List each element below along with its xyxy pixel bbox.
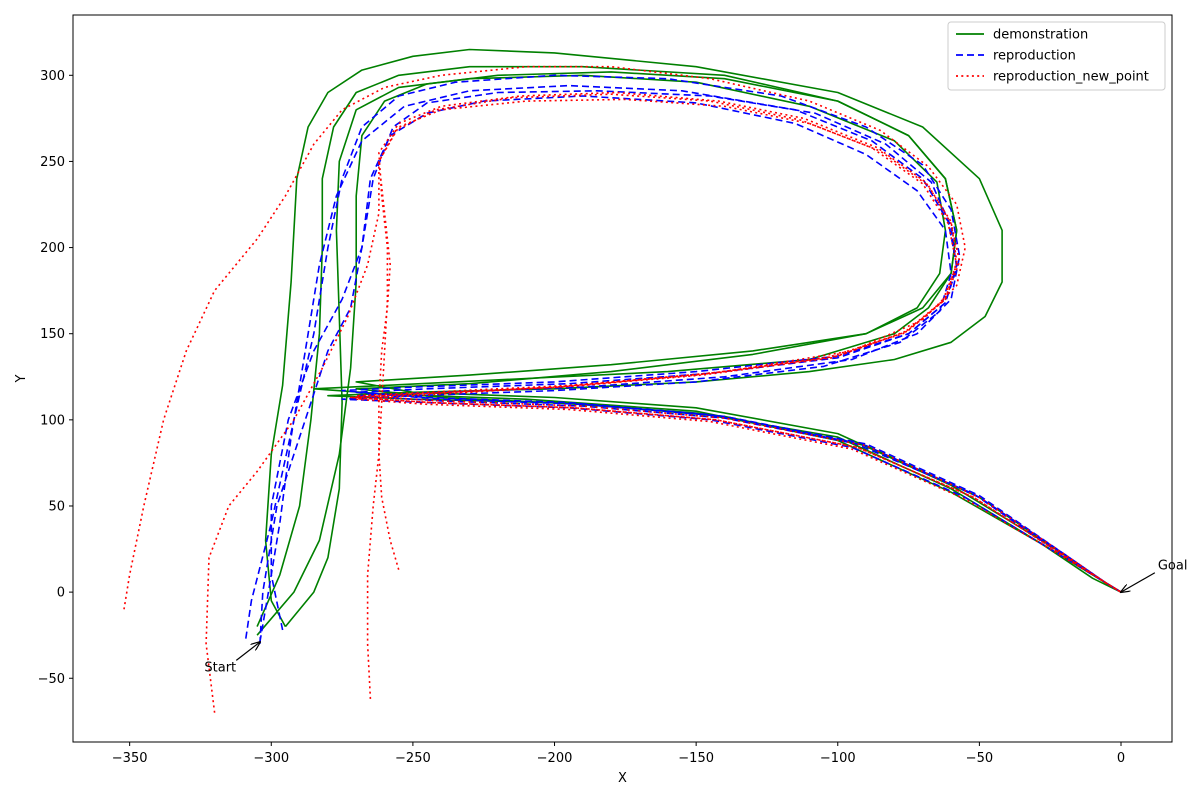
y-tick-label: 250: [40, 155, 65, 170]
y-tick-label: 200: [40, 241, 65, 256]
y-tick-label: 100: [40, 413, 65, 428]
annotation-goal: Goal: [1158, 559, 1188, 574]
plot-lines: [123, 48, 1122, 713]
legend-box: [947, 21, 1166, 91]
x-tick-label: −100: [820, 751, 856, 766]
y-tick-label: 150: [40, 327, 65, 342]
y-tick-label: 50: [48, 499, 65, 514]
x-tick-label: −150: [678, 751, 714, 766]
legend: demonstration reproduction reproduction_ne…: [947, 21, 1166, 91]
axis-ticks: −350 −300 −250 −200 −150 −100 −50 0 −50 0 50 100 150…: [38, 69, 1126, 766]
y-tick-label: 0: [57, 586, 65, 601]
plot-frame: [72, 14, 1173, 743]
x-tick-label: −350: [112, 751, 148, 766]
y-tick-label: −50: [38, 672, 65, 687]
x-tick-label: −50: [966, 751, 993, 766]
y-axis-label: Y: [14, 374, 29, 383]
series-line-reproduction-6: [270, 90, 1122, 631]
x-axis-label: X: [618, 771, 627, 786]
series-line-reproduction_new_point-11: [349, 93, 1122, 593]
annotation-start: Start: [204, 660, 236, 675]
legend-label-reproduction_new_point: reproduction_new_point: [993, 70, 1149, 85]
annotation-arrow-goal: [1121, 572, 1156, 592]
series-line-reproduction_new_point-9: [205, 98, 1122, 713]
x-tick-label: −200: [537, 751, 573, 766]
annotation-arrow-start: [235, 642, 260, 661]
legend-label-demonstration: demonstration: [993, 28, 1088, 43]
x-tick-label: 0: [1117, 751, 1125, 766]
series-line-reproduction_new_point-8: [123, 65, 1122, 610]
x-tick-label: −300: [253, 751, 289, 766]
series-line-reproduction-4: [245, 74, 1122, 639]
y-tick-label: 300: [40, 69, 65, 84]
x-tick-label: −250: [395, 751, 431, 766]
series-line-reproduction_new_point-10: [349, 91, 1122, 699]
legend-label-reproduction: reproduction: [993, 49, 1076, 64]
annotations: Start Goal: [204, 559, 1187, 676]
